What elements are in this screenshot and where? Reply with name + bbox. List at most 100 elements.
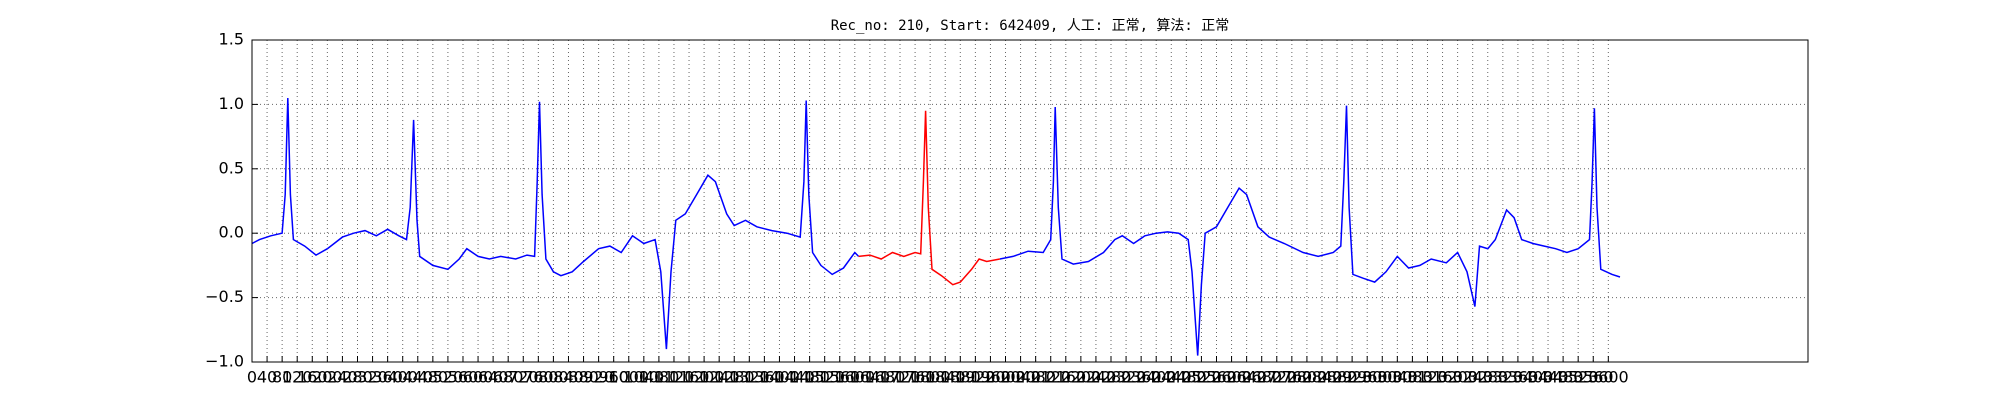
x-tick-label: 1040 (623, 368, 664, 387)
x-tick-label: 2240 (1076, 368, 1117, 387)
x-tick-label: 1440 (774, 368, 815, 387)
x-tick-label: 1760 (895, 368, 936, 387)
x-tick-label: 2920 (1332, 368, 1373, 387)
x-tick-label: 2960 (1347, 368, 1388, 387)
x-tick-label: 200 (312, 368, 343, 387)
x-tick-label: 720 (508, 368, 539, 387)
x-tick-label: 3560 (1573, 368, 1614, 387)
x-tick-label: 1640 (850, 368, 891, 387)
x-tick-label: 3400 (1513, 368, 1554, 387)
x-tick-label: 3360 (1498, 368, 1539, 387)
x-tick-label: 480 (418, 368, 449, 387)
x-tick-label: 3520 (1558, 368, 1599, 387)
x-tick-label: 1800 (910, 368, 951, 387)
x-tick-label: 1120 (654, 368, 695, 387)
x-tick-label: 1680 (865, 368, 906, 387)
y-tick-label: 0.5 (219, 158, 244, 177)
x-tick-label: 2520 (1181, 368, 1222, 387)
x-tick-label: 3440 (1528, 368, 1569, 387)
x-tick-label: 2440 (1151, 368, 1192, 387)
x-tick-label: 3080 (1392, 368, 1433, 387)
x-tick-label: 160 (297, 368, 328, 387)
x-tick-label: 2200 (1061, 368, 1102, 387)
x-tick-label: 600 (463, 368, 494, 387)
x-tick-label: 1840 (925, 368, 966, 387)
x-tick-label: 2880 (1317, 368, 1358, 387)
x-tick-label: 440 (402, 368, 433, 387)
y-tick-label: 0.0 (219, 223, 244, 242)
x-tick-label: 680 (493, 368, 524, 387)
x-tick-label: 3240 (1452, 368, 1493, 387)
x-tick-label: 3040 (1377, 368, 1418, 387)
x-tick-label: 1880 (940, 368, 981, 387)
x-tick-label: 3200 (1437, 368, 1478, 387)
x-tick-label: 2320 (1106, 368, 1147, 387)
x-tick-label: 120 (282, 368, 313, 387)
ecg-line (858, 110, 1001, 286)
x-tick-label: 760 (523, 368, 554, 387)
x-tick-label: 800 (538, 368, 569, 387)
plot-frame (251, 39, 1809, 363)
y-tick-label: −0.5 (205, 287, 244, 306)
x-tick-label: 2560 (1196, 368, 1237, 387)
x-tick-label: 3120 (1407, 368, 1448, 387)
x-tick-label: 560 (448, 368, 479, 387)
chart-title: Rec_no: 210, Start: 642409, 人工: 正常, 算法: … (831, 18, 1230, 34)
y-tick-label: 1.5 (219, 30, 244, 49)
x-tick-label: 520 (433, 368, 464, 387)
x-tick-label: 1280 (714, 368, 755, 387)
x-tick-label: 280 (342, 368, 373, 387)
x-tick-label: 2760 (1271, 368, 1312, 387)
x-tick-label: 2840 (1302, 368, 1343, 387)
x-tick-label: 2280 (1091, 368, 1132, 387)
x-tick-label: 240 (327, 368, 358, 387)
x-tick-label: 1200 (684, 368, 725, 387)
x-tick-label: 360 (372, 368, 403, 387)
x-tick-label: 840 (553, 368, 584, 387)
x-tick-label: 2680 (1241, 368, 1282, 387)
x-tick-label: 3600 (1588, 368, 1629, 387)
x-tick-label: 2800 (1287, 368, 1328, 387)
x-tick-label: 1000 (608, 368, 649, 387)
x-tick-label: 0 (247, 368, 257, 387)
x-tick-label: 1360 (744, 368, 785, 387)
x-tick-label: 1720 (880, 368, 921, 387)
x-tick-label: 400 (387, 368, 418, 387)
x-tick-label: 960 (598, 368, 629, 387)
x-tick-label: 3320 (1482, 368, 1523, 387)
ecg-line (251, 97, 1621, 356)
x-tick-label: 2080 (1015, 368, 1056, 387)
x-tick-label: 1400 (759, 368, 800, 387)
x-tick-label: 2120 (1030, 368, 1071, 387)
x-tick-label: 80 (272, 368, 292, 387)
x-tick-label: 320 (357, 368, 388, 387)
x-tick-label: 2720 (1256, 368, 1297, 387)
x-tick-label: 3480 (1543, 368, 1584, 387)
x-tick-label: 1920 (955, 368, 996, 387)
x-tick-label: 2640 (1226, 368, 1267, 387)
y-tick-label: −1.0 (205, 352, 244, 371)
x-tick-label: 1520 (804, 368, 845, 387)
x-tick-label: 2600 (1211, 368, 1252, 387)
x-tick-label: 2040 (1000, 368, 1041, 387)
x-tick-label: 640 (478, 368, 509, 387)
x-tick-label: 1240 (699, 368, 740, 387)
x-tick-label: 1320 (729, 368, 770, 387)
x-tick-label: 1960 (970, 368, 1011, 387)
x-tick-label: 880 (568, 368, 599, 387)
x-tick-label: 3280 (1467, 368, 1508, 387)
x-tick-label: 3160 (1422, 368, 1463, 387)
x-tick-label: 40 (257, 368, 277, 387)
x-tick-label: 920 (583, 368, 614, 387)
x-tick-label: 1480 (789, 368, 830, 387)
x-tick-label: 2480 (1166, 368, 1207, 387)
x-tick-label: 2360 (1121, 368, 1162, 387)
x-tick-label: 2160 (1045, 368, 1086, 387)
x-tick-label: 1600 (834, 368, 875, 387)
x-tick-label: 2000 (985, 368, 1026, 387)
x-tick-label: 3000 (1362, 368, 1403, 387)
x-tick-label: 2400 (1136, 368, 1177, 387)
x-tick-label: 1080 (639, 368, 680, 387)
x-tick-label: 1560 (819, 368, 860, 387)
